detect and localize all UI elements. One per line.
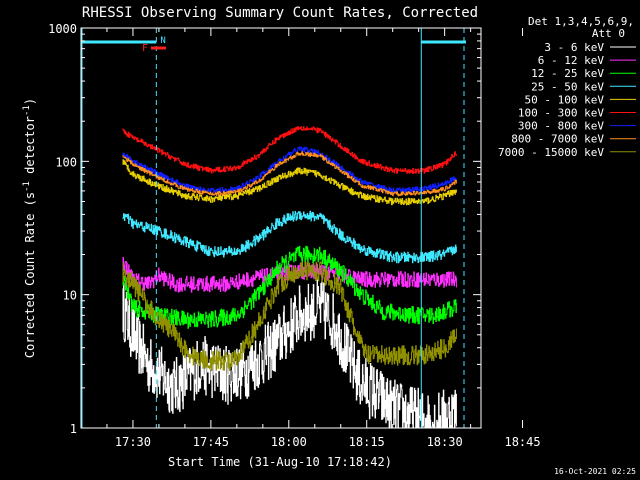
chart-title: RHESSI Observing Summary Count Rates, Co… bbox=[82, 5, 478, 21]
series-line-6 bbox=[122, 126, 457, 174]
y-axis-label-main: Corrected Count Rate (s bbox=[23, 192, 37, 358]
plot-area: FN bbox=[80, 27, 482, 429]
y-tick-label: 10 bbox=[63, 289, 77, 303]
legend-header-line-1: Det 1,3,4,5,6,9, bbox=[528, 15, 634, 28]
legend-label-2: 6 - 12 keV bbox=[538, 54, 605, 67]
y-axis-label-sup2: -1 bbox=[22, 105, 32, 116]
series-line-4 bbox=[122, 210, 457, 264]
series-layer bbox=[122, 126, 457, 428]
y-axis-label: Corrected Count Rate (s-1 detector-1) bbox=[22, 98, 37, 358]
x-axis: 17:30 17:45 18:00 18:15 18:30 18:45 bbox=[80, 28, 541, 449]
flare-flag-label: F bbox=[142, 43, 148, 54]
flag-layer: FN bbox=[81, 28, 466, 428]
y-axis: 1 10 100 1000 bbox=[48, 22, 481, 436]
legend-label-4: 25 - 50 keV bbox=[531, 80, 604, 93]
x-tick-label: 18:15 bbox=[349, 435, 385, 449]
x-tick-label: 17:30 bbox=[115, 435, 151, 449]
legend-label-5: 50 - 100 keV bbox=[525, 93, 605, 106]
legend-header-line-2: Att 0 bbox=[592, 27, 625, 40]
series-line-7 bbox=[122, 146, 457, 194]
y-tick-label: 100 bbox=[55, 155, 77, 169]
series-line-2 bbox=[122, 257, 457, 293]
series-line-5 bbox=[122, 159, 457, 206]
plot-frame bbox=[80, 27, 482, 429]
y-tick-label: 1000 bbox=[48, 22, 77, 36]
x-axis-label: Start Time (31-Aug-10 17:18:42) bbox=[168, 455, 392, 469]
legend-label-6: 100 - 300 keV bbox=[518, 107, 604, 120]
legend-label-8: 800 - 7000 keV bbox=[511, 133, 604, 146]
legend-label-1: 3 - 6 keV bbox=[544, 41, 604, 54]
legend-label-9: 7000 - 15000 keV bbox=[498, 146, 604, 159]
x-tick-label: 18:30 bbox=[427, 435, 463, 449]
y-axis-label-sup1: -1 bbox=[22, 181, 32, 192]
series-line-3 bbox=[122, 245, 457, 329]
x-tick-label: 17:45 bbox=[193, 435, 229, 449]
x-tick-label: 18:45 bbox=[504, 435, 540, 449]
timestamp: 16-Oct-2021 02:25 bbox=[554, 467, 636, 476]
legend-label-7: 300 - 800 keV bbox=[518, 120, 604, 133]
y-axis-label-mid: detector bbox=[23, 116, 37, 181]
y-tick-label: 1 bbox=[70, 422, 77, 436]
legend-label-3: 12 - 25 keV bbox=[531, 67, 604, 80]
y-axis-label-end: ) bbox=[23, 98, 37, 105]
series-line-1 bbox=[122, 278, 457, 428]
series-line-9 bbox=[122, 261, 457, 371]
x-tick-label: 18:00 bbox=[271, 435, 307, 449]
night-flag-label: N bbox=[160, 36, 165, 46]
series-line-8 bbox=[122, 151, 457, 197]
